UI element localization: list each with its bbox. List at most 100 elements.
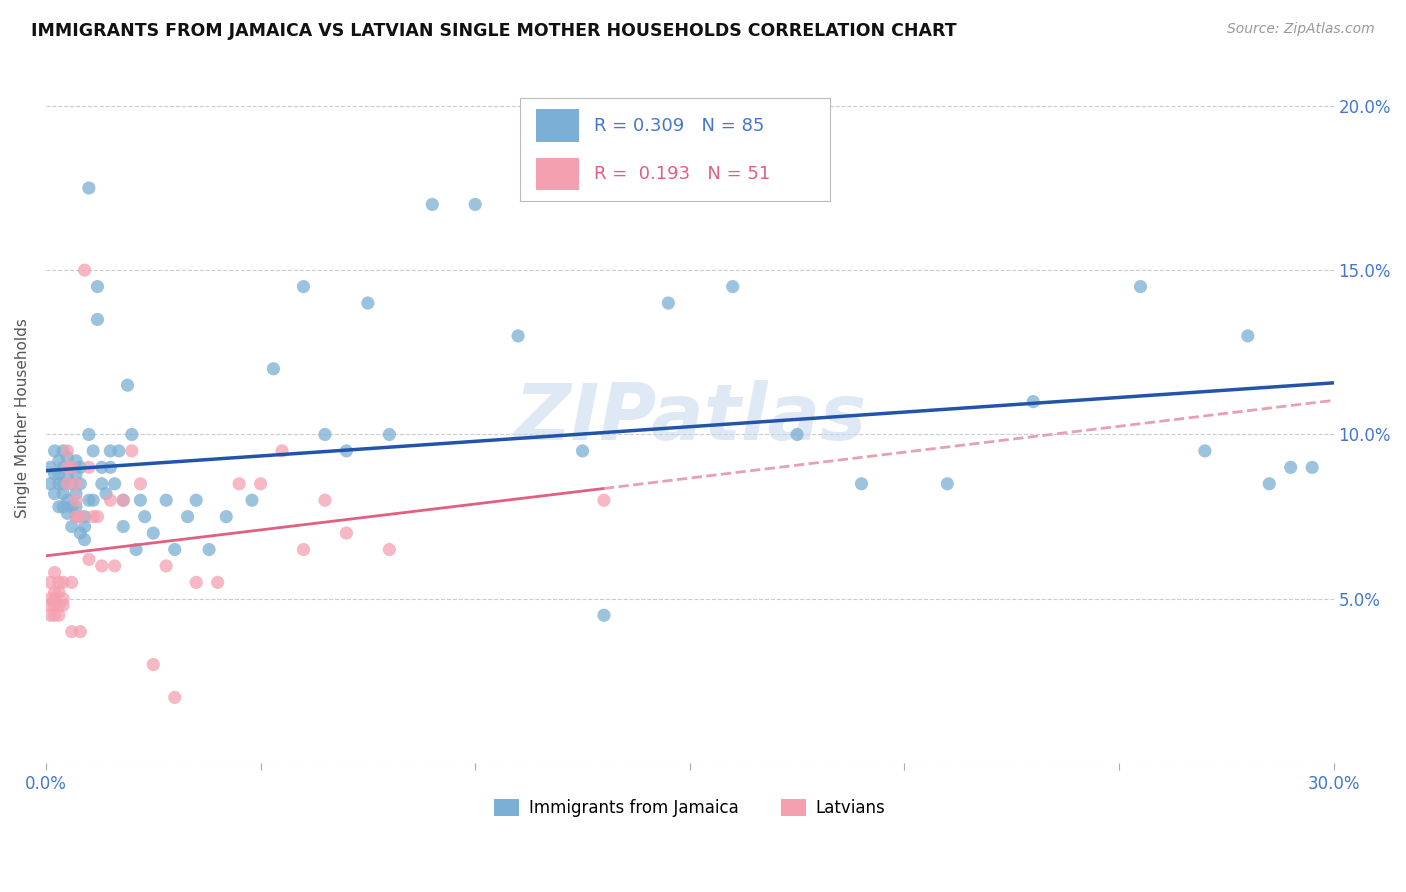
Point <box>77 181 100 195</box>
Point <box>56 507 79 521</box>
Point <box>1301 460 1323 475</box>
Point <box>52 486 75 500</box>
Point <box>90 558 112 573</box>
Point <box>464 197 486 211</box>
Text: Source: ZipAtlas.com: Source: ZipAtlas.com <box>1227 22 1375 37</box>
Point <box>314 493 336 508</box>
Point <box>65 509 87 524</box>
Point <box>77 493 100 508</box>
Point <box>48 476 70 491</box>
Point <box>420 197 443 211</box>
Point <box>39 591 62 606</box>
Legend: Immigrants from Jamaica, Latvians: Immigrants from Jamaica, Latvians <box>488 792 891 824</box>
Point <box>104 558 127 573</box>
Point <box>56 450 79 465</box>
Point <box>249 476 271 491</box>
Point <box>56 444 79 458</box>
Point <box>378 542 401 557</box>
Point <box>60 500 83 514</box>
Point <box>1258 476 1281 491</box>
Point <box>378 427 401 442</box>
Point <box>39 460 62 475</box>
Point <box>198 542 221 557</box>
Point <box>262 361 284 376</box>
Point <box>39 476 62 491</box>
Point <box>207 575 229 590</box>
Point <box>186 575 208 590</box>
Point <box>117 378 139 392</box>
Point <box>44 566 66 580</box>
Point <box>56 476 79 491</box>
Point <box>121 427 143 442</box>
Point <box>112 493 135 508</box>
Point <box>77 460 100 475</box>
Point <box>82 493 104 508</box>
Point <box>65 493 87 508</box>
Point <box>125 542 148 557</box>
Text: ZIPatlas: ZIPatlas <box>513 380 866 456</box>
Point <box>48 575 70 590</box>
Point <box>121 444 143 458</box>
Point <box>335 526 357 541</box>
Point <box>39 575 62 590</box>
Point <box>56 470 79 484</box>
Point <box>73 533 96 547</box>
Point <box>112 519 135 533</box>
Point <box>65 467 87 481</box>
Point <box>104 476 127 491</box>
Point <box>155 558 177 573</box>
Point <box>44 599 66 613</box>
Point <box>39 599 62 613</box>
Point <box>508 329 530 343</box>
Point <box>1194 444 1216 458</box>
Point <box>69 476 91 491</box>
Point <box>163 690 186 705</box>
Point <box>65 509 87 524</box>
Point <box>65 486 87 500</box>
Point <box>163 542 186 557</box>
Point <box>215 509 238 524</box>
Point <box>357 296 380 310</box>
Point <box>52 460 75 475</box>
Point <box>73 263 96 277</box>
Point <box>335 444 357 458</box>
Point <box>60 460 83 475</box>
Point <box>129 493 152 508</box>
Point <box>721 279 744 293</box>
Point <box>52 500 75 514</box>
Point <box>1129 279 1152 293</box>
Text: IMMIGRANTS FROM JAMAICA VS LATVIAN SINGLE MOTHER HOUSEHOLDS CORRELATION CHART: IMMIGRANTS FROM JAMAICA VS LATVIAN SINGL… <box>31 22 956 40</box>
Point <box>186 493 208 508</box>
Point <box>176 509 198 524</box>
Point <box>86 279 108 293</box>
Point <box>657 296 679 310</box>
Point <box>56 460 79 475</box>
Point <box>134 509 156 524</box>
Point <box>60 460 83 475</box>
Point <box>39 608 62 623</box>
Point <box>1236 329 1258 343</box>
Point <box>271 444 294 458</box>
Point <box>52 575 75 590</box>
Point <box>1279 460 1302 475</box>
Point <box>94 486 117 500</box>
Point <box>60 624 83 639</box>
Point <box>82 444 104 458</box>
Point <box>52 599 75 613</box>
Point <box>52 591 75 606</box>
Point <box>69 509 91 524</box>
Point <box>77 427 100 442</box>
Point <box>73 519 96 533</box>
Point <box>65 500 87 514</box>
FancyBboxPatch shape <box>536 158 579 190</box>
Point <box>129 476 152 491</box>
Point <box>112 493 135 508</box>
Point <box>571 444 593 458</box>
Point <box>65 476 87 491</box>
Point <box>60 476 83 491</box>
Point <box>52 444 75 458</box>
Point <box>240 493 263 508</box>
Point <box>593 608 616 623</box>
Point <box>155 493 177 508</box>
Point <box>44 608 66 623</box>
